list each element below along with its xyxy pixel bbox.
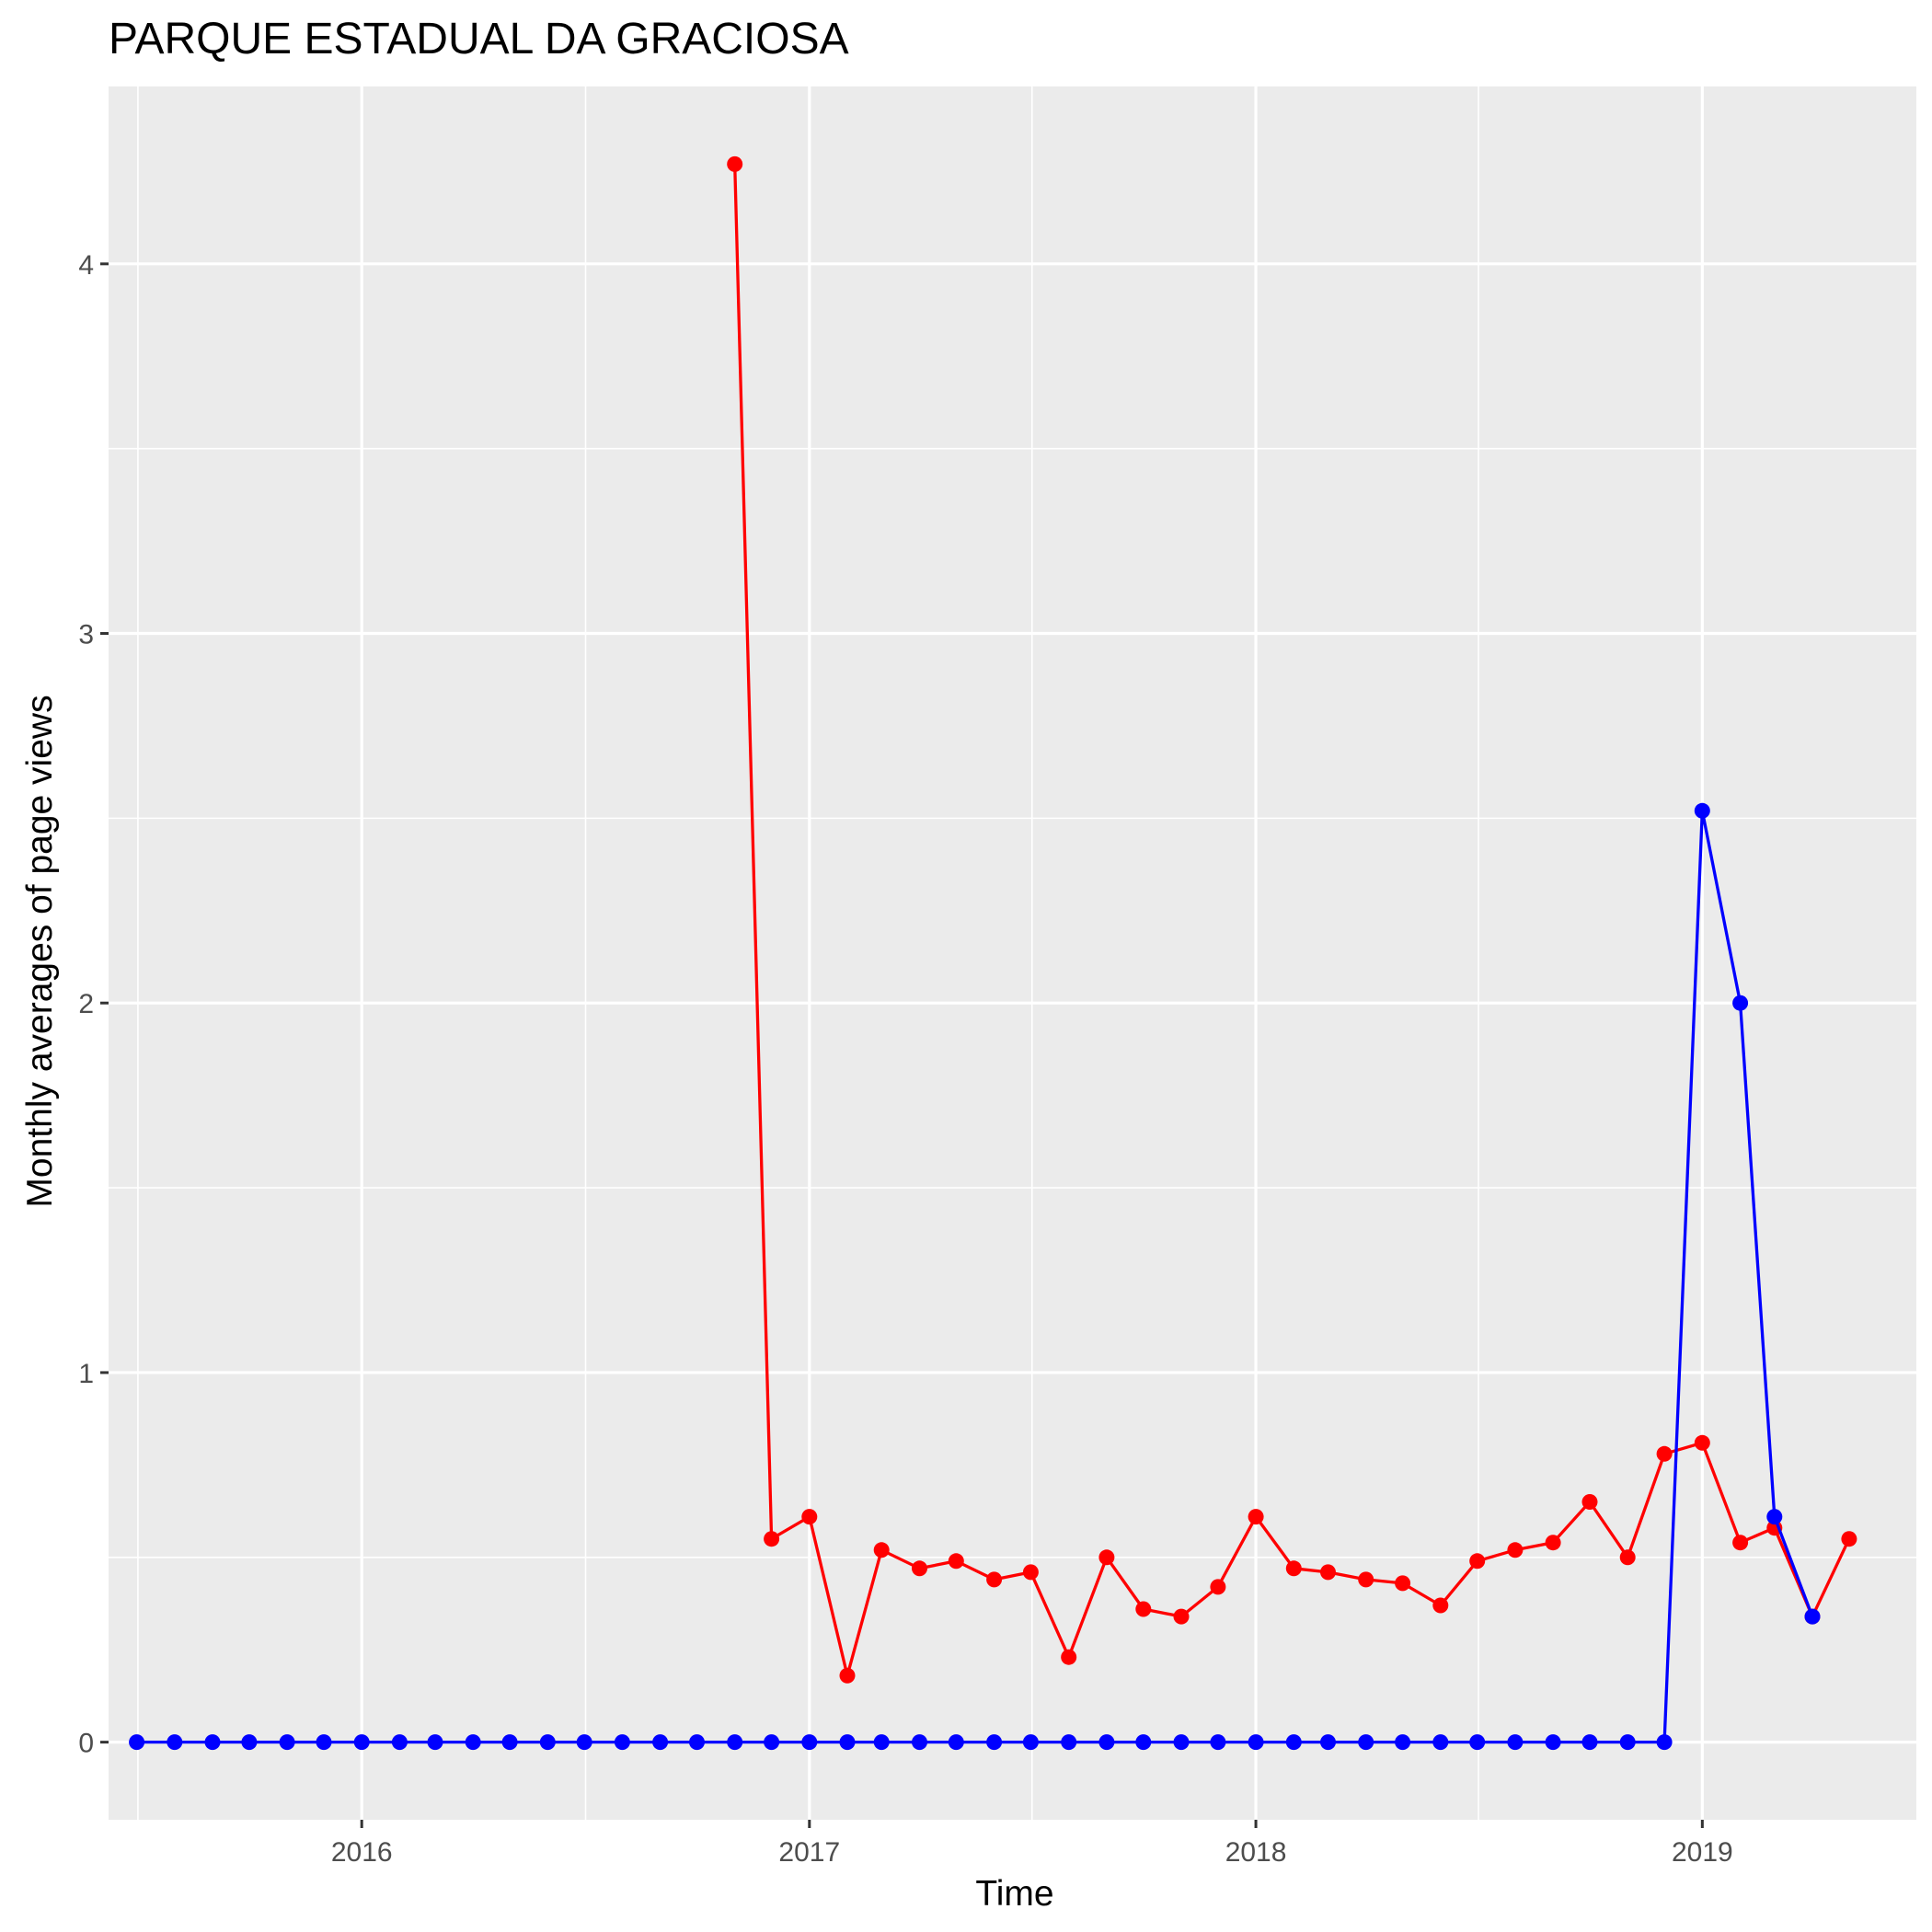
data-point	[1804, 1608, 1821, 1625]
data-point	[1173, 1734, 1190, 1751]
data-point	[1210, 1579, 1226, 1595]
y-axis-title: Monthly averages of page views	[20, 695, 60, 1207]
data-point	[873, 1734, 890, 1751]
data-point	[839, 1667, 856, 1684]
data-point	[1732, 1535, 1749, 1551]
data-point	[1545, 1535, 1561, 1551]
data-point	[986, 1571, 1003, 1588]
data-point	[241, 1734, 258, 1751]
data-point	[727, 1734, 743, 1751]
y-tick-label: 1	[78, 1359, 94, 1389]
data-point	[1581, 1734, 1598, 1751]
data-point	[1469, 1553, 1486, 1570]
data-point	[1545, 1734, 1561, 1751]
data-point	[1248, 1734, 1264, 1751]
y-tick-label: 0	[78, 1729, 94, 1759]
data-point	[1507, 1734, 1524, 1751]
data-point	[652, 1734, 669, 1751]
data-point	[1395, 1575, 1411, 1592]
data-point	[1135, 1734, 1152, 1751]
plot-panel	[109, 86, 1916, 1820]
x-tick-label: 2018	[1225, 1837, 1287, 1868]
minor-gridlines	[109, 86, 1916, 1820]
data-point	[539, 1734, 556, 1751]
chart-title: PARQUE ESTADUAL DA GRACIOSA	[109, 15, 849, 63]
data-point	[1061, 1649, 1077, 1665]
x-axis-title: Time	[975, 1874, 1053, 1914]
y-tick-label: 2	[78, 989, 94, 1019]
data-point	[1732, 995, 1749, 1011]
data-point	[1061, 1734, 1077, 1751]
data-point	[1841, 1531, 1857, 1547]
data-point	[764, 1531, 780, 1547]
data-point	[1098, 1549, 1115, 1566]
data-point	[279, 1734, 295, 1751]
tick-labels: 0 1 2 3 4 2016 2017 2018 2019	[78, 250, 1732, 1868]
data-point	[1432, 1597, 1449, 1614]
data-point	[427, 1734, 443, 1751]
data-point	[1358, 1734, 1374, 1751]
x-tick-label: 2019	[1672, 1837, 1733, 1868]
data-point	[1619, 1734, 1636, 1751]
data-point	[1173, 1608, 1190, 1625]
data-point	[1656, 1734, 1673, 1751]
data-point	[576, 1734, 592, 1751]
data-point	[316, 1734, 332, 1751]
data-point	[465, 1734, 481, 1751]
data-point	[129, 1734, 145, 1751]
data-point	[1469, 1734, 1486, 1751]
data-point	[727, 155, 743, 172]
data-point	[501, 1734, 518, 1751]
data-point	[1210, 1734, 1226, 1751]
data-point	[353, 1734, 370, 1751]
data-point	[801, 1509, 818, 1525]
data-point	[948, 1553, 964, 1570]
data-point	[1098, 1734, 1115, 1751]
data-point	[204, 1734, 221, 1751]
series-blue	[129, 802, 1821, 1751]
series-layer	[129, 155, 1857, 1751]
data-point	[1135, 1601, 1152, 1617]
data-point	[391, 1734, 408, 1751]
x-tick-label: 2016	[331, 1837, 393, 1868]
data-point	[1320, 1734, 1336, 1751]
data-point	[1766, 1509, 1783, 1525]
data-point	[1285, 1734, 1302, 1751]
x-tick-label: 2017	[778, 1837, 840, 1868]
data-point	[1248, 1509, 1264, 1525]
data-point	[1619, 1549, 1636, 1566]
data-point	[1395, 1734, 1411, 1751]
data-point	[1581, 1494, 1598, 1510]
data-point	[1320, 1564, 1336, 1581]
data-point	[689, 1734, 705, 1751]
series-red	[727, 155, 1857, 1684]
data-point	[912, 1734, 927, 1751]
data-point	[1022, 1734, 1039, 1751]
data-point	[1694, 802, 1710, 819]
data-point	[912, 1560, 927, 1577]
data-point	[1358, 1571, 1374, 1588]
data-point	[986, 1734, 1003, 1751]
data-point	[614, 1734, 630, 1751]
data-point	[167, 1734, 183, 1751]
data-point	[1432, 1734, 1449, 1751]
data-point	[1656, 1445, 1673, 1462]
data-point	[1507, 1542, 1524, 1558]
data-point	[801, 1734, 818, 1751]
data-point	[1022, 1564, 1039, 1581]
y-tick-label: 4	[78, 250, 94, 281]
data-point	[1694, 1434, 1710, 1451]
data-point	[948, 1734, 964, 1751]
series-line	[136, 809, 1814, 1744]
axis-ticks	[100, 262, 1704, 1828]
data-point	[839, 1734, 856, 1751]
data-point	[1285, 1560, 1302, 1577]
data-point	[873, 1542, 890, 1558]
y-tick-label: 3	[78, 620, 94, 650]
data-point	[764, 1734, 780, 1751]
